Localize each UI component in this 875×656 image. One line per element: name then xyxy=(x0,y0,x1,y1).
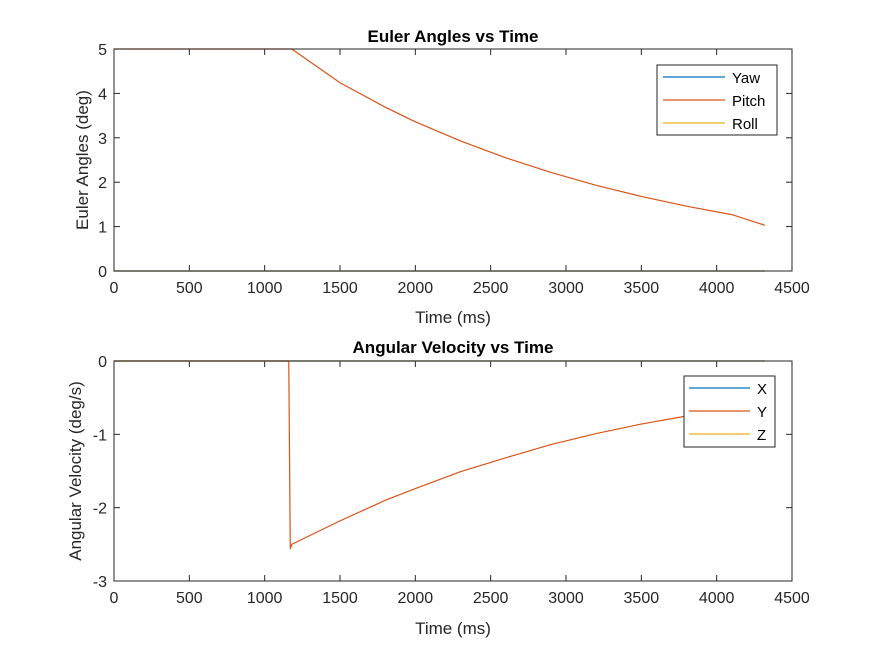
euler-x-tick-label: 4000 xyxy=(699,280,735,297)
euler-y-axis-label: Euler Angles (deg) xyxy=(73,90,92,230)
velocity-chart-title: Angular Velocity vs Time xyxy=(353,338,554,357)
velocity-x-tick-label: 3000 xyxy=(548,590,584,607)
legend-label-pitch: Pitch xyxy=(732,93,765,110)
velocity-y-tick-label: 0 xyxy=(98,354,107,371)
velocity-x-tick-label: 3500 xyxy=(624,590,660,607)
euler-x-tick-label: 4500 xyxy=(774,280,810,297)
legend-label-z: Z xyxy=(757,427,766,444)
euler-x-tick-label: 1000 xyxy=(247,280,283,297)
euler-angles-axes: Euler Angles vs Time Time (ms) Euler Ang… xyxy=(73,27,810,327)
euler-y-tick-label: 4 xyxy=(98,86,107,103)
velocity-x-axis-label: Time (ms) xyxy=(415,619,491,638)
euler-y-tick-label: 0 xyxy=(98,264,107,281)
velocity-x-tick-label: 0 xyxy=(110,590,119,607)
velocity-y-tick-label: -1 xyxy=(93,427,107,444)
series-line-pitch xyxy=(114,48,766,226)
legend-label-roll: Roll xyxy=(732,116,758,133)
euler-y-tick-label: 5 xyxy=(98,42,107,59)
euler-axes-box xyxy=(113,48,793,272)
legend-label-yaw: Yaw xyxy=(732,70,760,87)
euler-x-tick-label: 3000 xyxy=(548,280,584,297)
velocity-axes-box xyxy=(113,360,793,582)
velocity-y-tick-label: -3 xyxy=(93,574,107,591)
euler-x-axis-label: Time (ms) xyxy=(415,308,491,327)
euler-y-tick-label: 2 xyxy=(98,175,107,192)
euler-y-tick-label: 3 xyxy=(98,131,107,148)
velocity-y-axis-label: Angular Velocity (deg/s) xyxy=(66,381,85,561)
euler-x-tick-label: 3500 xyxy=(624,280,660,297)
series-line-y xyxy=(114,360,765,550)
velocity-x-tick-label: 1500 xyxy=(322,590,358,607)
euler-x-tick-label: 2500 xyxy=(473,280,509,297)
velocity-x-tick-label: 500 xyxy=(176,590,203,607)
euler-legend: Yaw Pitch Roll xyxy=(656,64,778,136)
velocity-plot-area xyxy=(114,361,792,581)
legend-label-y: Y xyxy=(757,404,767,421)
euler-y-tick-label: 1 xyxy=(98,220,107,237)
velocity-x-tick-label: 4000 xyxy=(699,590,735,607)
angular-velocity-axes: Angular Velocity vs Time Time (ms) Angul… xyxy=(66,338,810,638)
euler-chart-title: Euler Angles vs Time xyxy=(367,27,538,46)
legend-label-x: X xyxy=(757,381,767,398)
euler-x-tick-label: 2000 xyxy=(398,280,434,297)
velocity-x-tick-label: 2000 xyxy=(398,590,434,607)
euler-x-tick-label: 1500 xyxy=(322,280,358,297)
euler-x-tick-label: 500 xyxy=(176,280,203,297)
euler-ticks: 0 500 1000 1500 2000 2500 3000 3500 4000 4500 0 1 2 3… xyxy=(98,42,810,297)
velocity-ticks: 0 500 1000 1500 2000 2500 3000 3500 4000 4500 -3 -2… xyxy=(93,354,810,607)
velocity-x-tick-label: 4500 xyxy=(774,590,810,607)
velocity-x-tick-label: 1000 xyxy=(247,590,283,607)
velocity-legend: X Y Z xyxy=(683,375,776,448)
velocity-y-tick-label: -2 xyxy=(93,501,107,518)
velocity-x-tick-label: 2500 xyxy=(473,590,509,607)
euler-x-tick-label: 0 xyxy=(110,280,119,297)
